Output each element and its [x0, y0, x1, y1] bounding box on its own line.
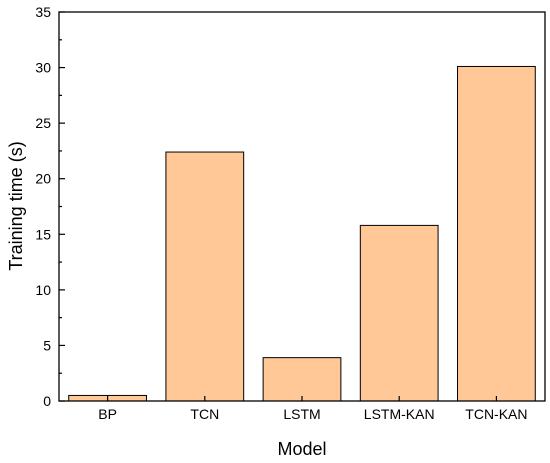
y-axis-title: Training time (s): [6, 141, 26, 270]
bar-lstm-kan: [359, 224, 439, 402]
y-tick-label: 15: [35, 226, 51, 242]
bar-tcn-kan: [457, 65, 536, 402]
x-tick-label: TCN: [190, 406, 219, 422]
x-tick-label: BP: [98, 406, 117, 422]
y-axis-ticks: 0 5 10 15 20 25 30 35: [35, 4, 65, 409]
x-tick-label: TCN-KAN: [465, 406, 527, 422]
y-tick-label: 30: [35, 60, 51, 76]
x-axis-ticks: BP TCN LSTM LSTM-KAN TCN-KAN: [98, 396, 528, 422]
plot-frame: [58, 11, 546, 402]
bars-group: [68, 65, 536, 402]
y-tick-label: 0: [43, 393, 51, 409]
bar-lstm: [262, 357, 342, 402]
x-tick-label: LSTM-KAN: [364, 406, 435, 422]
bar-tcn: [165, 151, 245, 402]
y-tick-label: 5: [43, 337, 51, 353]
y-tick-label: 35: [35, 4, 51, 20]
y-tick-label: 20: [35, 171, 51, 187]
y-tick-label: 10: [35, 282, 51, 298]
x-axis-title: Model: [277, 439, 326, 459]
y-tick-label: 25: [35, 115, 51, 131]
x-tick-label: LSTM: [283, 406, 320, 422]
